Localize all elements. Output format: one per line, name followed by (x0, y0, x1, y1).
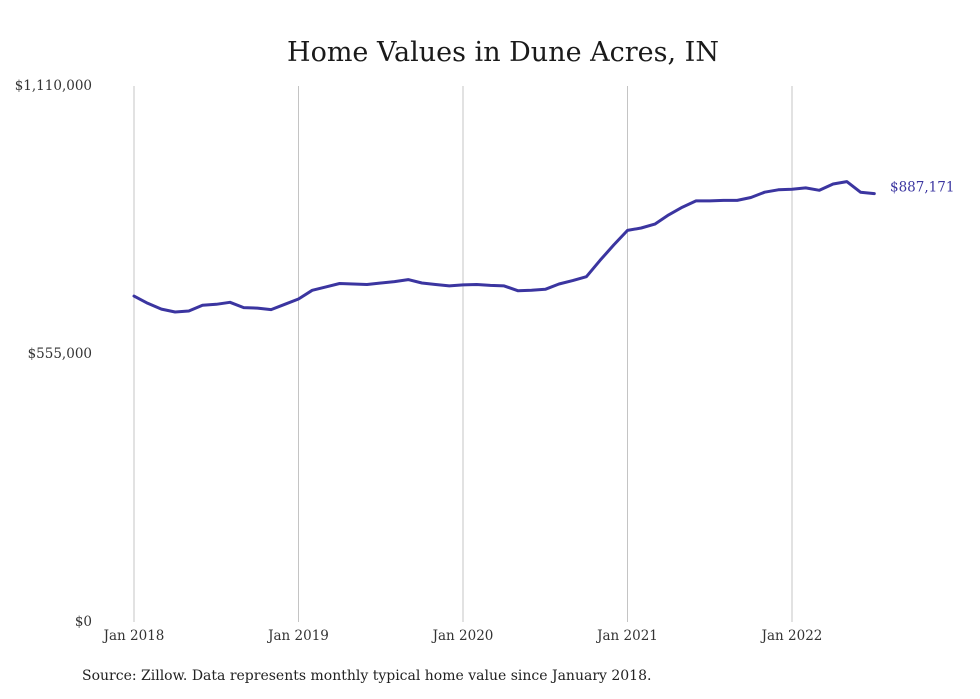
series-group (132, 180, 876, 314)
y-tick-label: $0 (75, 614, 92, 630)
end-value-label: $887,171 (890, 180, 954, 196)
x-tick-label: Jan 2020 (431, 628, 494, 644)
chart-title: Home Values in Dune Acres, IN (287, 37, 719, 68)
grid-lines (133, 86, 793, 622)
x-tick-label: Jan 2021 (595, 628, 658, 644)
source-note: Source: Zillow. Data represents monthly … (82, 668, 652, 684)
x-axis: Jan 2018 Jan 2019 Jan 2020 Jan 2021 Jan 2022 (102, 628, 823, 644)
x-tick-label: Jan 2022 (760, 628, 823, 644)
x-tick-label: Jan 2019 (266, 628, 329, 644)
y-axis: $0 $555,000 $1,110,000 (15, 78, 92, 630)
x-tick-label: Jan 2018 (102, 628, 165, 644)
y-tick-label: $1,110,000 (15, 78, 92, 94)
y-tick-label: $555,000 (28, 346, 92, 362)
series-line (132, 180, 876, 314)
